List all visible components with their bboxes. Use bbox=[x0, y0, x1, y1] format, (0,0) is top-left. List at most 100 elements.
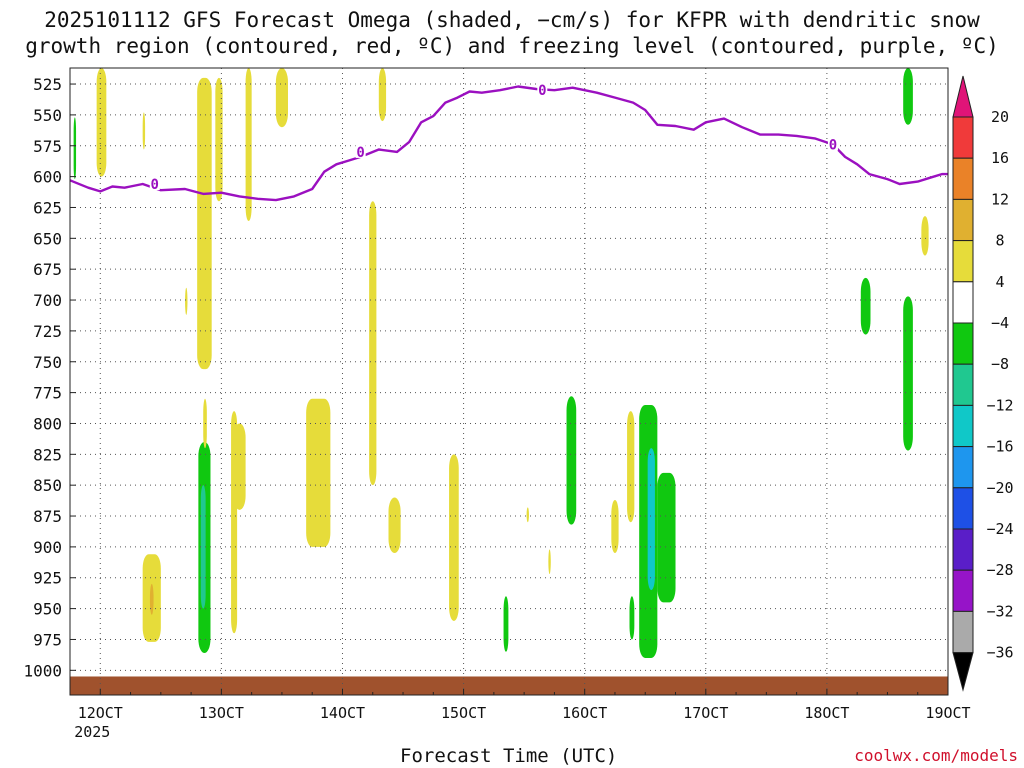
freezing-level-label: 0 bbox=[538, 83, 546, 99]
colorbar-label: −24 bbox=[986, 520, 1013, 538]
omega-region bbox=[449, 454, 459, 621]
omega-region bbox=[629, 596, 635, 640]
x-tick-sublabel: 2025 bbox=[74, 723, 110, 741]
colorbar-label: −32 bbox=[986, 602, 1013, 620]
y-tick-label: 750 bbox=[33, 353, 62, 372]
y-tick-label: 625 bbox=[33, 198, 62, 217]
freezing-level-label: 0 bbox=[356, 145, 364, 161]
omega-region bbox=[627, 411, 635, 523]
x-tick-label: 12OCT bbox=[78, 704, 123, 722]
omega-region bbox=[200, 485, 206, 609]
freezing-level-label: 0 bbox=[151, 177, 159, 193]
y-tick-label: 900 bbox=[33, 538, 62, 557]
omega-region bbox=[611, 499, 619, 554]
x-tick-label: 16OCT bbox=[562, 704, 607, 722]
y-axis: 525 550 575 600 625 650 675 700 725 750 775 800 825 8… bbox=[23, 75, 76, 680]
omega-region bbox=[526, 507, 529, 523]
omega-region bbox=[566, 396, 577, 525]
y-tick-label: 775 bbox=[33, 384, 62, 403]
y-tick-label: 725 bbox=[33, 322, 62, 341]
omega-region bbox=[185, 287, 188, 315]
omega-region bbox=[142, 112, 146, 150]
omega-region bbox=[275, 68, 288, 128]
y-tick-label: 975 bbox=[33, 630, 62, 649]
omega-region bbox=[921, 216, 929, 256]
source-credit[interactable]: coolwx.com/models bbox=[854, 746, 1018, 765]
colorbar-swatch bbox=[952, 198, 974, 242]
colorbar-label: −12 bbox=[986, 396, 1013, 414]
plot-frame bbox=[69, 67, 949, 696]
x-tick-label: 15OCT bbox=[441, 704, 486, 722]
y-tick-label: 850 bbox=[33, 476, 62, 495]
colorbar-label: 4 bbox=[995, 273, 1004, 291]
freezing-level-layer: 0 0 0 0 bbox=[69, 82, 948, 202]
chart-title-line-1: 2025101112 GFS Forecast Omega (shaded, −… bbox=[44, 8, 980, 32]
x-axis-label: Forecast Time (UTC) bbox=[400, 745, 618, 767]
omega-region bbox=[903, 68, 913, 125]
freezing-level-line bbox=[69, 85, 948, 202]
colorbar-label: −28 bbox=[986, 561, 1013, 579]
colorbar-label: −36 bbox=[986, 644, 1013, 662]
colorbar-label: 16 bbox=[991, 149, 1009, 167]
omega-region bbox=[96, 68, 107, 177]
colorbar: 20 16 12 8 4 −4 −8 −12 −16 −20 −24 −28 −32 −36 bbox=[952, 75, 1014, 692]
omega-shading-layer bbox=[73, 68, 929, 658]
y-tick-label: 950 bbox=[33, 600, 62, 619]
x-tick-label: 13OCT bbox=[199, 704, 244, 722]
x-tick-label: 14OCT bbox=[320, 704, 365, 722]
colorbar-label: 12 bbox=[991, 190, 1009, 208]
colorbar-swatch bbox=[952, 322, 974, 365]
terrain-surface bbox=[70, 676, 948, 695]
colorbar-label: −16 bbox=[986, 438, 1013, 456]
omega-region bbox=[503, 596, 509, 652]
omega-region bbox=[245, 68, 252, 222]
colorbar-swatch bbox=[952, 404, 974, 448]
colorbar-swatch bbox=[952, 157, 974, 200]
y-tick-label: 925 bbox=[33, 569, 62, 588]
omega-region bbox=[378, 68, 387, 122]
colorbar-swatch bbox=[952, 610, 974, 654]
y-tick-label: 600 bbox=[33, 168, 62, 187]
y-tick-label: 700 bbox=[33, 291, 62, 310]
y-tick-label: 525 bbox=[33, 75, 62, 94]
colorbar-swatch bbox=[952, 240, 974, 283]
colorbar-label: −8 bbox=[991, 355, 1009, 373]
y-tick-label: 675 bbox=[33, 260, 62, 279]
colorbar-bottom-arrow bbox=[952, 652, 974, 692]
colorbar-swatch bbox=[952, 487, 974, 530]
colorbar-label: −20 bbox=[986, 479, 1013, 497]
colorbar-swatch bbox=[952, 363, 974, 406]
y-tick-label: 800 bbox=[33, 414, 62, 433]
colorbar-top-arrow bbox=[952, 75, 974, 118]
y-tick-label: 650 bbox=[33, 229, 62, 248]
omega-region bbox=[215, 77, 223, 202]
y-tick-label: 575 bbox=[33, 137, 62, 156]
y-tick-label: 875 bbox=[33, 507, 62, 526]
freezing-label-bg bbox=[149, 176, 160, 191]
omega-region bbox=[860, 277, 871, 335]
colorbar-swatch bbox=[952, 446, 974, 489]
colorbar-swatch bbox=[952, 528, 974, 571]
colorbar-label: 20 bbox=[991, 108, 1009, 126]
x-tick-label: 17OCT bbox=[683, 704, 728, 722]
omega-region bbox=[233, 423, 246, 510]
omega-region bbox=[197, 77, 212, 370]
y-tick-label: 550 bbox=[33, 106, 62, 125]
freezing-label-bg bbox=[537, 82, 548, 97]
omega-region bbox=[548, 549, 551, 575]
freezing-label-bg bbox=[355, 143, 366, 158]
colorbar-swatch bbox=[952, 281, 974, 324]
omega-region bbox=[903, 296, 913, 451]
colorbar-label: 8 bbox=[995, 232, 1004, 250]
omega-region bbox=[647, 448, 655, 591]
omega-region bbox=[657, 472, 676, 603]
chart-title-line-2: growth region (contoured, red, ºC) and f… bbox=[25, 34, 999, 58]
omega-region bbox=[369, 201, 377, 486]
y-tick-label: 1000 bbox=[23, 661, 62, 680]
omega-region bbox=[73, 117, 77, 180]
y-tick-label: 825 bbox=[33, 445, 62, 464]
omega-region bbox=[388, 497, 401, 554]
colorbar-label: −4 bbox=[991, 314, 1009, 332]
